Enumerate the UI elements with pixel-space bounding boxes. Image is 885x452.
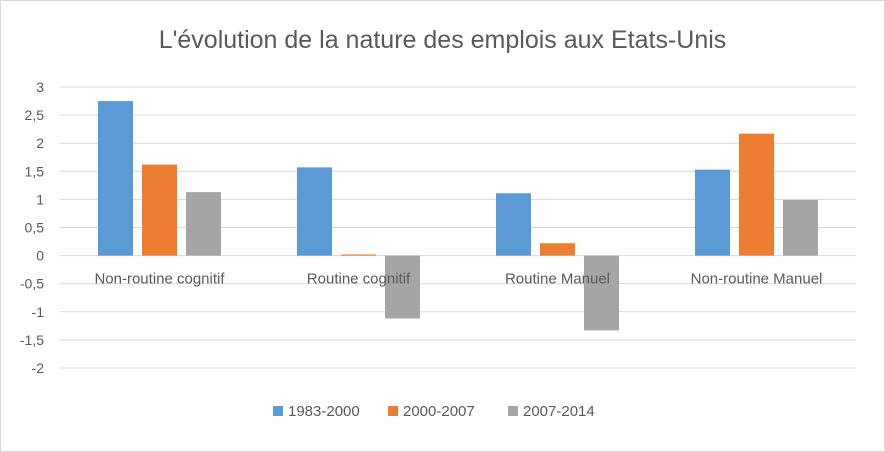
legend-label: 2000-2007 xyxy=(403,403,475,420)
bar xyxy=(341,254,376,256)
bar xyxy=(695,169,730,256)
y-tick-label: 0,5 xyxy=(25,220,45,236)
chart-title: L'évolution de la nature des emplois aux… xyxy=(158,26,727,54)
y-tick-label: 0 xyxy=(36,248,44,264)
category-label: Routine cognitif xyxy=(307,271,411,288)
category-label: Non-routine cognitif xyxy=(94,271,225,288)
y-tick-label: -0,5 xyxy=(20,276,44,292)
bar xyxy=(98,101,133,256)
y-tick-label: 2,5 xyxy=(25,107,45,123)
bars xyxy=(98,101,818,331)
bar xyxy=(186,192,221,256)
y-tick-label: 1,5 xyxy=(25,163,45,179)
y-tick-label: 1 xyxy=(36,191,44,207)
legend-label: 2007-2014 xyxy=(523,403,595,420)
legend-swatch xyxy=(508,406,518,416)
legend-swatch xyxy=(273,406,283,416)
bar xyxy=(584,255,619,331)
bar xyxy=(783,199,818,256)
category-label: Routine Manuel xyxy=(505,271,610,288)
gridlines xyxy=(60,86,856,369)
legend: 1983-2000 2000-2007 2007-2014 xyxy=(273,403,595,420)
y-axis-ticks: 3 2,5 2 1,5 1 0,5 0 -0,5 -1 -1,5 -2 xyxy=(20,79,44,376)
bar xyxy=(496,193,531,256)
bar xyxy=(297,167,332,256)
y-tick-label: -1 xyxy=(32,304,45,320)
bar xyxy=(385,255,420,319)
bar xyxy=(540,243,575,256)
bar xyxy=(142,164,177,256)
legend-swatch xyxy=(388,406,398,416)
y-tick-label: 3 xyxy=(36,79,44,95)
legend-label: 1983-2000 xyxy=(288,403,360,420)
y-tick-label: -1,5 xyxy=(20,332,44,348)
y-tick-label: 2 xyxy=(36,135,44,151)
category-label: Non-routine Manuel xyxy=(691,271,823,288)
bar xyxy=(739,133,774,256)
y-tick-label: -2 xyxy=(32,360,45,376)
category-labels: Non-routine cognitif Routine cognitif Rout… xyxy=(94,271,822,288)
